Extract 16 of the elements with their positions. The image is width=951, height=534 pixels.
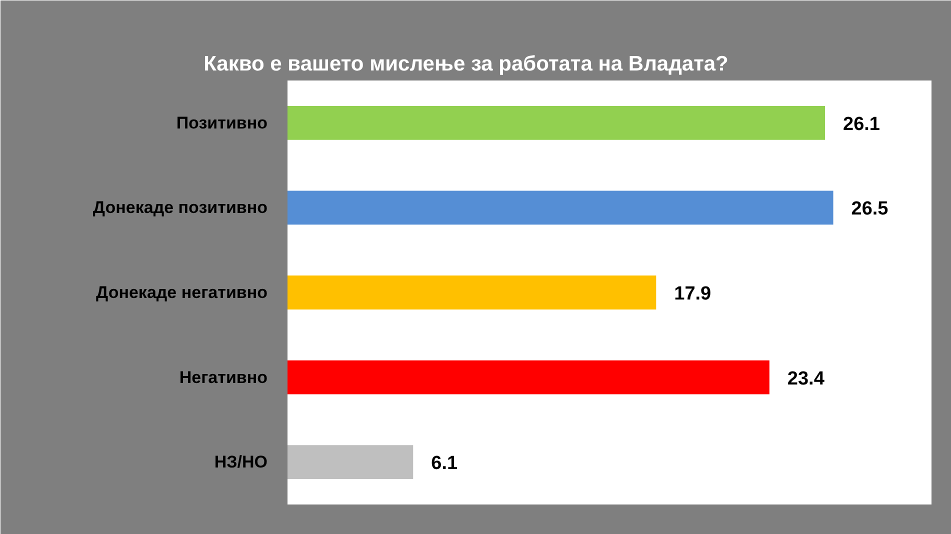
chart-title: Какво е вашето мислење за работата на Владата? <box>204 52 728 76</box>
bar <box>288 276 656 310</box>
data-label: 26.1 <box>843 114 880 135</box>
y-tick-label: Донекаде позитивно <box>92 198 268 218</box>
data-label: 17.9 <box>674 284 712 304</box>
y-tick-label: Донекаде негативно <box>96 283 268 302</box>
y-tick-label: Негативно <box>179 368 268 387</box>
y-tick-label: Позитивно <box>176 113 268 132</box>
bar <box>288 190 834 225</box>
data-label: 23.4 <box>787 368 825 390</box>
data-label: 26.5 <box>851 198 889 220</box>
bar <box>288 106 826 140</box>
data-label: 6.1 <box>431 453 458 474</box>
y-tick-label: НЗ/НО <box>214 452 268 472</box>
bar <box>288 445 414 480</box>
bar <box>288 360 770 394</box>
